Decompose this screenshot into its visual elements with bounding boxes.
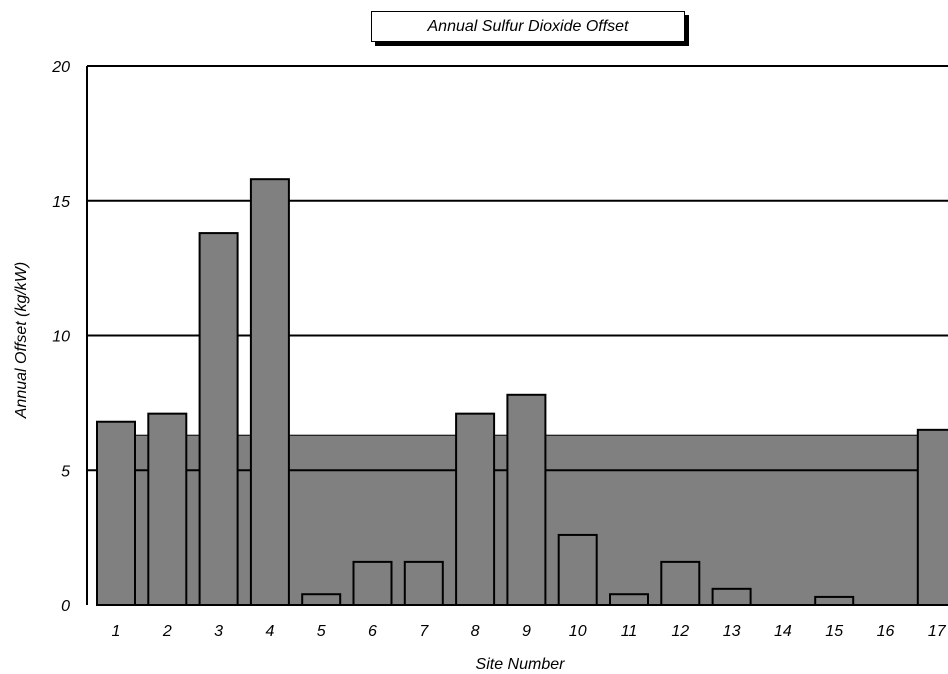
x-tick-label: 8 (471, 623, 480, 640)
bar (403, 560, 444, 607)
x-tick-label: 14 (774, 623, 792, 640)
bar (660, 560, 701, 607)
bar (814, 595, 855, 606)
bar (198, 232, 239, 606)
bar (147, 412, 188, 606)
chart-title: Annual Sulfur Dioxide Offset (371, 11, 685, 42)
bar (557, 533, 598, 606)
x-tick-label: 13 (723, 623, 741, 640)
bar (352, 560, 393, 607)
x-tick-label: 11 (621, 623, 638, 640)
y-tick-label: 15 (52, 194, 70, 211)
x-tick-label: 4 (265, 623, 274, 640)
y-tick-label: 20 (51, 59, 70, 76)
y-tick-label: 0 (61, 598, 70, 615)
bar (301, 593, 342, 606)
x-tick-label: 3 (214, 623, 223, 640)
x-axis-label: Site Number (476, 656, 566, 673)
bar (249, 178, 290, 606)
x-tick-label: 7 (419, 623, 429, 640)
x-tick-label: 9 (522, 623, 531, 640)
x-tick-label: 5 (317, 623, 326, 640)
bar (455, 412, 496, 606)
bar (609, 593, 649, 606)
bar (916, 428, 948, 607)
bar (711, 587, 752, 607)
y-axis-label: Annual Offset (kg/kW) (13, 262, 30, 420)
x-tick-label: 17 (928, 623, 947, 640)
x-tick-label: 1 (112, 623, 121, 640)
x-tick-label: 16 (877, 623, 895, 640)
y-tick-label: 10 (52, 329, 70, 346)
x-tick-label: 12 (671, 623, 689, 640)
x-tick-label: 10 (569, 623, 587, 640)
bar (96, 420, 136, 606)
y-tick-label: 5 (61, 463, 70, 480)
x-tick-label: 2 (162, 623, 172, 640)
x-tick-label: 15 (825, 623, 843, 640)
x-tick-label: 6 (368, 623, 377, 640)
bar (506, 393, 547, 607)
